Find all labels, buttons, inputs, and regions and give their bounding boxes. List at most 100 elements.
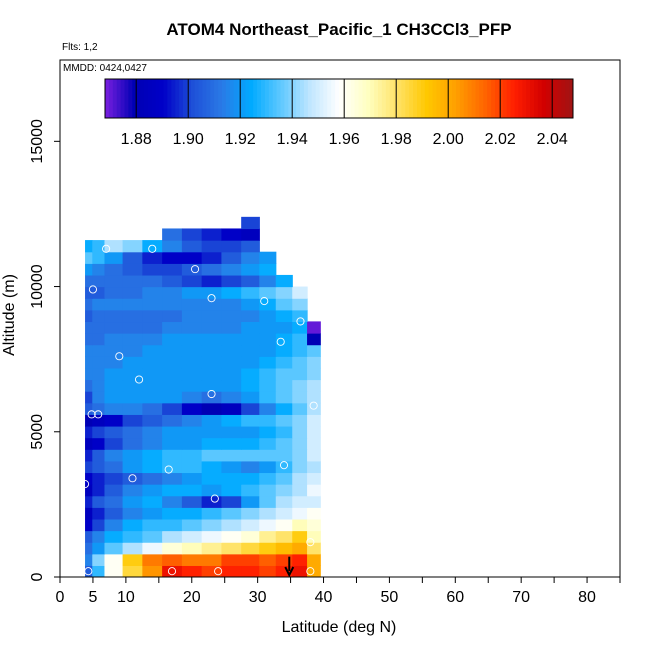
heatmap-cell [162, 344, 183, 357]
heatmap-cell [104, 379, 124, 392]
heatmap-cell [259, 425, 277, 439]
colorbar-segment [233, 79, 239, 118]
colorbar-segment [530, 79, 535, 118]
colorbar-segment [432, 79, 437, 118]
colorbar-segment [475, 79, 480, 118]
heatmap-cell [259, 484, 277, 497]
heatmap-cell [292, 542, 308, 555]
heatmap-cell [181, 379, 203, 392]
heatmap-cell [142, 495, 163, 508]
heatmap-cell [201, 449, 223, 462]
heatmap-cell [104, 414, 124, 427]
colorbar-segment [506, 79, 512, 118]
heatmap-cell [162, 495, 183, 508]
heatmap-cell [275, 379, 293, 392]
colorbar-segment [261, 79, 266, 118]
colorbar-segment [194, 79, 200, 118]
heatmap-cell [307, 542, 321, 555]
colorbar-segment [362, 79, 367, 118]
heatmap-cell [275, 402, 293, 415]
heatmap-cell [85, 437, 93, 450]
colorbar-segment [222, 79, 227, 118]
heatmap-cell [142, 414, 163, 427]
colorbar-segment [420, 79, 426, 118]
heatmap-cell [104, 298, 124, 311]
heatmap-cell [259, 333, 277, 346]
heatmap-cell [221, 309, 242, 323]
colorbar-segment [381, 79, 387, 118]
heatmap-cell [292, 309, 308, 323]
sample-point [306, 538, 315, 547]
heatmap-cell [292, 298, 308, 311]
colorbar-segment [385, 79, 391, 118]
heatmap-cell [85, 240, 93, 253]
heatmap-cell [201, 321, 223, 334]
heatmap-cell [241, 240, 260, 253]
colorbar-segment [323, 79, 328, 118]
x-tick-label: 80 [578, 589, 596, 606]
heatmap-cell [275, 298, 293, 311]
colorbar-segment [128, 79, 133, 118]
colorbar-segment [249, 79, 254, 118]
y-tick-label: 15000 [29, 119, 46, 164]
heatmap-cell [221, 391, 242, 404]
heatmap-cell [181, 309, 203, 323]
heatmap-cell [201, 286, 223, 299]
heatmap-cell [142, 402, 163, 415]
heatmap-cell [275, 530, 293, 543]
y-axis-label: Altitude (m) [1, 274, 18, 356]
colorbar-segment [409, 79, 414, 118]
heatmap-cell [162, 274, 183, 288]
heatmap-cell [122, 309, 143, 323]
y-tick-label: 5000 [29, 414, 46, 450]
heatmap-cell [122, 263, 143, 276]
heatmap-cell [259, 344, 277, 357]
heatmap-cell [92, 344, 106, 357]
heatmap-cell [275, 542, 293, 555]
heatmap-cell [201, 530, 223, 543]
colorbar-segment [405, 79, 410, 118]
heatmap-cell [92, 565, 106, 577]
heatmap-cell [221, 263, 242, 276]
heatmap-cell [275, 356, 293, 369]
colorbar-segment [456, 79, 461, 118]
sample-point [309, 401, 318, 410]
plot-frame [59, 59, 621, 578]
colorbar-segment [108, 79, 114, 118]
colorbar-tick-label: 1.90 [173, 131, 204, 148]
heatmap-cell [142, 274, 163, 288]
heatmap-cell [181, 518, 203, 532]
heatmap-cell [181, 391, 203, 404]
heatmap-cell [259, 309, 277, 323]
colorbar-tick-label: 1.96 [329, 131, 360, 148]
heatmap-cell [92, 402, 106, 415]
colorbar-segment [448, 79, 453, 118]
colorbar-segment [296, 79, 301, 118]
date-note: MMDD: 0424,0427 [63, 63, 147, 74]
heatmap-cell [221, 507, 242, 520]
heatmap-cell [221, 356, 242, 369]
heatmap-cell [292, 553, 308, 566]
heatmap-cell [181, 507, 203, 520]
heatmap-cell [292, 472, 308, 485]
heatmap-cell [307, 495, 321, 508]
heatmap-cell [104, 460, 124, 474]
colorbar-segment [487, 79, 492, 118]
colorbar-segment [190, 79, 196, 118]
heatmap-cell [142, 240, 163, 253]
colorbar-tick-label: 2.00 [433, 131, 464, 148]
heatmap-cell [142, 298, 163, 311]
colorbar-segment [327, 79, 332, 118]
colorbar-segment [541, 79, 547, 118]
heatmap-cell [292, 379, 308, 392]
sample-point [164, 465, 173, 474]
colorbar-segment [346, 79, 352, 118]
heatmap-cell [142, 391, 163, 404]
heatmap-cell [85, 391, 93, 404]
colorbar-segment [389, 79, 395, 118]
heatmap-cell [221, 286, 242, 299]
heatmap-cell [92, 530, 106, 543]
heatmap-cell [85, 530, 93, 543]
heatmap-cell [241, 333, 260, 346]
heatmap-cell [92, 274, 106, 288]
